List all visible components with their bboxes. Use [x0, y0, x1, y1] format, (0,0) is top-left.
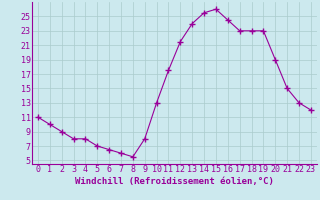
X-axis label: Windchill (Refroidissement éolien,°C): Windchill (Refroidissement éolien,°C)	[75, 177, 274, 186]
